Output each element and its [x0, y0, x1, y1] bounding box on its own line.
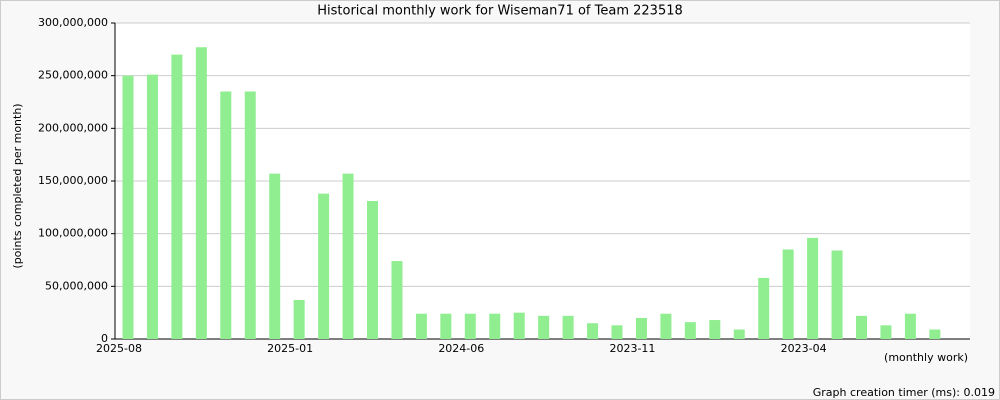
bar: [122, 75, 134, 340]
bar: [342, 173, 354, 339]
x-tick-label: 2025-01: [267, 342, 313, 355]
y-tick-label: 250,000,000: [38, 69, 108, 82]
bar: [146, 74, 158, 339]
bar: [220, 91, 232, 339]
bar: [587, 323, 599, 339]
bar: [929, 329, 941, 339]
bar: [318, 193, 330, 339]
bar: [538, 315, 550, 339]
bar: [489, 313, 501, 339]
bar: [831, 250, 843, 339]
bar: [562, 315, 574, 339]
bar: [269, 173, 281, 339]
bar: [367, 201, 378, 339]
bar: [440, 313, 452, 339]
bar: [660, 313, 672, 339]
bar: [758, 277, 770, 339]
x-tick-label: 2023-11: [609, 342, 655, 355]
bar: [904, 313, 916, 339]
bar: [684, 322, 696, 339]
bar: [244, 91, 256, 339]
y-axis-label: (points completed per month): [11, 103, 24, 268]
bar: [611, 325, 623, 339]
y-tick-label: 200,000,000: [38, 121, 108, 134]
y-tick-label: 0: [101, 332, 108, 345]
bar: [880, 325, 892, 339]
bar: [709, 320, 721, 339]
y-tick-label: 100,000,000: [38, 227, 108, 240]
footer: Graph creation timer (ms): 0.019: [813, 386, 995, 399]
x-tick-label: 2023-04: [781, 342, 827, 355]
bar: [635, 317, 647, 339]
bar: [733, 329, 745, 339]
bar: [293, 300, 305, 339]
y-tick-label: 50,000,000: [45, 279, 108, 292]
bar: [195, 47, 207, 340]
x-tick-label: 2025-08: [96, 342, 142, 355]
bar: [807, 237, 819, 339]
chart-title: Historical monthly work for Wiseman71 of…: [317, 4, 683, 19]
bar: [415, 313, 427, 339]
y-tick-label: 150,000,000: [38, 174, 108, 187]
bar: [856, 315, 867, 339]
bar: [513, 312, 525, 339]
bar: [391, 261, 403, 339]
bar: [171, 54, 183, 339]
bar: [782, 249, 794, 339]
x-axis-label: (monthly work): [884, 351, 968, 364]
bar: [464, 313, 476, 339]
y-tick-label: 300,000,000: [38, 16, 108, 29]
x-tick-label: 2024-06: [438, 342, 484, 355]
